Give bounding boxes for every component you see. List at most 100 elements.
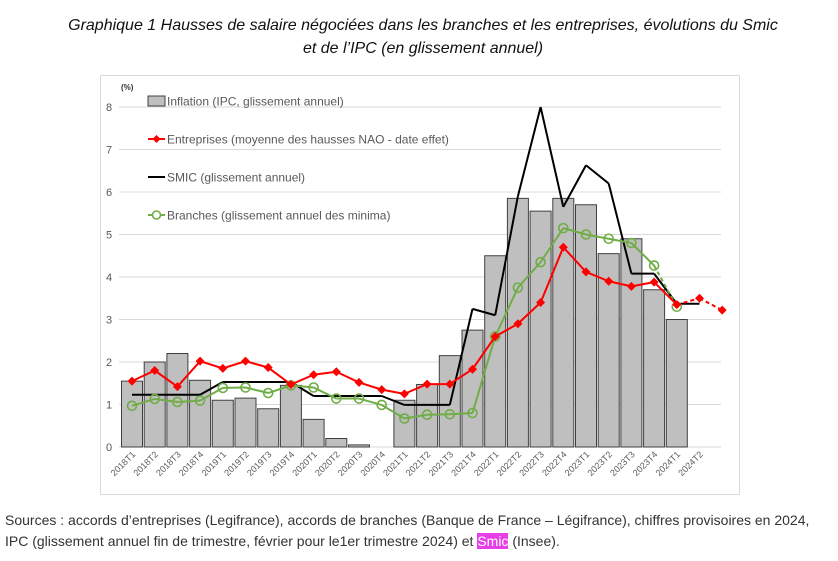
entreprises-line-segment — [449, 368, 474, 385]
legend-marker-branches — [151, 210, 162, 220]
entreprises-line-segment — [676, 297, 700, 306]
branches-line-point — [580, 229, 592, 240]
entreprises-line-point — [309, 370, 319, 380]
entreprises-line-segment — [154, 369, 178, 388]
entreprises-line-point — [286, 380, 296, 390]
entreprises-line-point — [218, 363, 228, 373]
entreprises-line-point — [127, 376, 137, 386]
bar-inflation — [665, 319, 688, 448]
y-tick-label: 1 — [106, 400, 112, 412]
branches-line-point — [648, 260, 660, 271]
branches-line-segment — [177, 399, 201, 403]
bar-inflation — [575, 204, 597, 448]
entreprises-line-segment — [471, 335, 497, 370]
entreprises-line-point — [604, 276, 614, 286]
entreprises-line-point — [626, 281, 636, 291]
smic-line-segment — [199, 381, 224, 396]
entreprises-line-segment — [404, 383, 428, 395]
x-tick-label: 2024T2 — [676, 449, 705, 478]
branches-line-point — [399, 413, 410, 424]
branches-line-point — [126, 400, 138, 412]
bar-inflation — [279, 384, 302, 448]
y-tick-label: 4 — [106, 272, 112, 284]
bar-inflation — [143, 361, 166, 448]
entreprises-line-segment — [517, 301, 542, 325]
entreprises-line-point — [195, 356, 205, 366]
branches-line-point — [262, 387, 274, 399]
branches-line-point — [603, 233, 615, 245]
branches-line-point — [331, 393, 342, 404]
y-tick-label: 2 — [106, 357, 112, 369]
bar-inflation — [302, 418, 325, 448]
smic-line-segment — [607, 183, 633, 274]
entreprises-line-point — [536, 298, 546, 307]
bar-inflation — [643, 289, 666, 448]
smic-line-segment — [516, 106, 542, 197]
bar-inflation — [211, 399, 234, 448]
legend-label: Branches (glissement annuel des minima) — [167, 209, 390, 223]
legend-swatch-inflation — [147, 95, 166, 107]
branches-line-segment — [517, 261, 542, 289]
entreprises-line-point — [241, 356, 250, 366]
smic-line-segment — [472, 307, 496, 317]
bar-inflation — [552, 197, 575, 448]
entreprises-line-point — [150, 366, 160, 375]
entreprises-line-segment — [335, 370, 360, 384]
entreprises-line-segment — [562, 246, 587, 273]
entreprises-line-point — [513, 319, 523, 329]
chart-svg: 012345678(%)2018T12018T22018T32018T42019… — [106, 83, 727, 478]
bar-inflation — [461, 329, 484, 448]
branches-line-point — [172, 396, 183, 408]
entreprises-line-segment — [539, 246, 565, 303]
smic-line-segment — [585, 164, 610, 185]
entreprises-line-segment — [245, 360, 269, 369]
entreprises-line-point — [399, 389, 409, 399]
chart-title: Graphique 1 Hausses de salaire négociées… — [68, 17, 778, 57]
branches-line-point — [194, 395, 206, 406]
legend-label: Entreprises (moyenne des hausses NAO - d… — [167, 133, 449, 147]
bar-inflation — [325, 438, 348, 448]
entreprises-line-point — [581, 267, 591, 277]
branches-line-point — [467, 407, 478, 419]
y-tick-label: 5 — [106, 230, 112, 242]
entreprises-line-segment — [358, 381, 383, 391]
entreprises-line-point — [445, 379, 455, 389]
entreprises-line-segment — [131, 369, 156, 383]
smic-line-segment — [381, 395, 405, 406]
bar-inflation — [597, 253, 620, 448]
entreprises-line-segment — [176, 360, 201, 388]
branches-line-point — [535, 256, 546, 268]
entreprises-line-segment — [653, 281, 678, 306]
y-tick-label: 0 — [106, 442, 112, 454]
entreprises-line-point — [649, 277, 659, 287]
entreprises-line-point — [422, 379, 432, 389]
bar-inflation — [257, 408, 280, 448]
entreprises-line-segment — [494, 322, 519, 338]
branches-line-point — [421, 409, 433, 421]
smic-line-segment — [448, 308, 474, 406]
entreprises-line-point — [263, 363, 273, 373]
entreprises-line-segment — [585, 270, 610, 283]
branches-line-point — [240, 382, 251, 393]
y-axis-unit: (%) — [121, 83, 134, 92]
entreprises-line-point — [377, 385, 387, 395]
branches-line-segment — [539, 227, 565, 263]
branches-line-point — [149, 393, 161, 405]
entreprises-line-segment — [222, 360, 246, 370]
source-text-end: (Insee). — [508, 533, 560, 549]
smic-line-segment — [494, 196, 519, 316]
source-note: Sources : accords d’entreprises (Legifra… — [5, 510, 833, 552]
y-tick-label: 8 — [106, 102, 112, 114]
bar-inflation — [348, 444, 370, 448]
branches-line-segment — [630, 242, 655, 267]
smic-line-segment — [562, 164, 587, 208]
bar-inflation — [529, 210, 552, 448]
branches-line-point — [557, 222, 569, 234]
smic-highlight: Smic — [477, 533, 509, 549]
y-tick-label: 7 — [106, 145, 112, 157]
branches-line-point — [626, 237, 637, 249]
entreprises-line-point — [717, 305, 727, 315]
branches-line-segment — [494, 287, 519, 337]
branches-line-point — [376, 399, 388, 411]
chart-frame: 0 1 2 3 4 5 6 7 8 (%) 2018T1 2018T2 2018T3 2018T4 2019… — [100, 75, 740, 495]
